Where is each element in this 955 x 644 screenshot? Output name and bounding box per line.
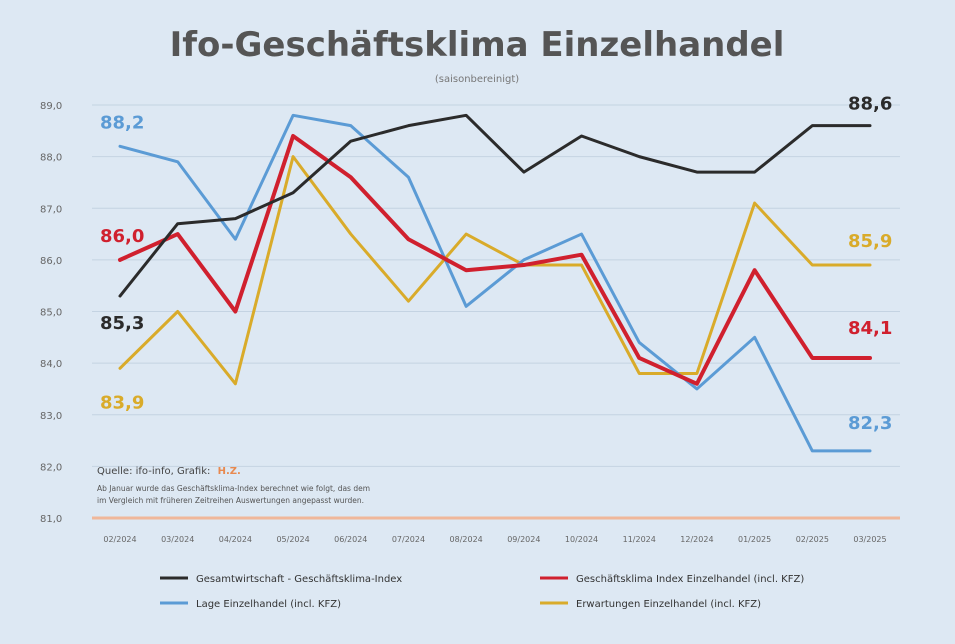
source-brand: H.Z. [218, 466, 241, 477]
x-tick-label: 02/2025 [796, 535, 829, 544]
x-tick-label: 01/2025 [738, 535, 771, 544]
series-line-2 [118, 133, 872, 386]
x-tick-label: 03/2025 [853, 535, 886, 544]
y-tick-label: 88,0 [40, 153, 62, 164]
x-tick-label: 10/2024 [565, 535, 598, 544]
y-tick-label: 84,0 [40, 359, 62, 370]
series-line-4 [118, 155, 872, 386]
x-tick-label: 06/2024 [334, 535, 367, 544]
y-tick-label: 87,0 [40, 204, 62, 215]
chart-title: Ifo-Geschäftsklima Einzelhandel [170, 25, 785, 65]
series-line-1 [118, 113, 872, 298]
legend-label: Erwartungen Einzelhandel (incl. KFZ) [576, 599, 761, 610]
source-block: Quelle: ifo-info, Grafik: H.Z. Ab Januar… [97, 466, 370, 505]
x-tick-label: 08/2024 [450, 535, 483, 544]
data-label-first: 83,9 [100, 392, 144, 413]
x-tick-label: 03/2024 [161, 535, 194, 544]
x-tick-label: 02/2024 [103, 535, 136, 544]
grid-layer [92, 104, 900, 520]
x-tick-label: 07/2024 [392, 535, 425, 544]
legend-item: Lage Einzelhandel (incl. KFZ) [160, 599, 341, 610]
note-line-1: Ab Januar wurde das Geschäftsklima-Index… [97, 484, 370, 493]
source-line: Quelle: ifo-info, Grafik: [97, 466, 210, 477]
legend-item: Erwartungen Einzelhandel (incl. KFZ) [540, 599, 761, 610]
data-labels: 85,3 88,6 86,0 84,1 88,2 82,3 83,9 85,9 [100, 94, 892, 434]
x-tick-label: 12/2024 [680, 535, 713, 544]
legend-label: Geschäftsklima Index Einzelhandel (incl.… [576, 574, 804, 585]
y-tick-label: 83,0 [40, 411, 62, 422]
legend-item: Gesamtwirtschaft - Geschäftsklima-Index [160, 574, 402, 585]
data-label-last: 82,3 [848, 413, 892, 434]
x-tick-label: 09/2024 [507, 535, 540, 544]
legend-item: Geschäftsklima Index Einzelhandel (incl.… [540, 574, 804, 585]
source-text: Quelle: ifo-info, Grafik: H.Z. [97, 466, 241, 477]
x-tick-label: 04/2024 [219, 535, 252, 544]
note-line-2: im Vergleich mit früheren Zeitreihen Aus… [97, 496, 364, 505]
legend: Gesamtwirtschaft - Geschäftsklima-Index G… [160, 574, 804, 610]
data-label-first: 88,2 [100, 112, 144, 133]
legend-label: Gesamtwirtschaft - Geschäftsklima-Index [196, 574, 402, 585]
data-label-last: 88,6 [848, 94, 892, 115]
y-tick-label: 81,0 [40, 514, 62, 525]
data-label-last: 85,9 [848, 231, 892, 252]
chart-subtitle: (saisonbereinigt) [435, 74, 519, 85]
data-label-first: 85,3 [100, 313, 144, 334]
data-label-first: 86,0 [100, 226, 144, 247]
y-tick-label: 89,0 [40, 101, 62, 112]
x-tick-label: 05/2024 [276, 535, 309, 544]
data-label-last: 84,1 [848, 318, 892, 339]
x-tick-labels: 02/2024 03/2024 04/2024 05/2024 06/2024 07/20… [103, 535, 886, 544]
legend-label: Lage Einzelhandel (incl. KFZ) [196, 599, 341, 610]
series-layer [118, 113, 872, 453]
y-tick-label: 85,0 [40, 308, 62, 319]
y-tick-labels: 81,0 82,0 83,0 84,0 85,0 86,0 87,0 88,0 89,0 [40, 101, 62, 525]
series-line-3 [118, 113, 872, 453]
y-tick-label: 82,0 [40, 462, 62, 473]
x-tick-label: 11/2024 [623, 535, 656, 544]
y-tick-label: 86,0 [40, 256, 62, 267]
